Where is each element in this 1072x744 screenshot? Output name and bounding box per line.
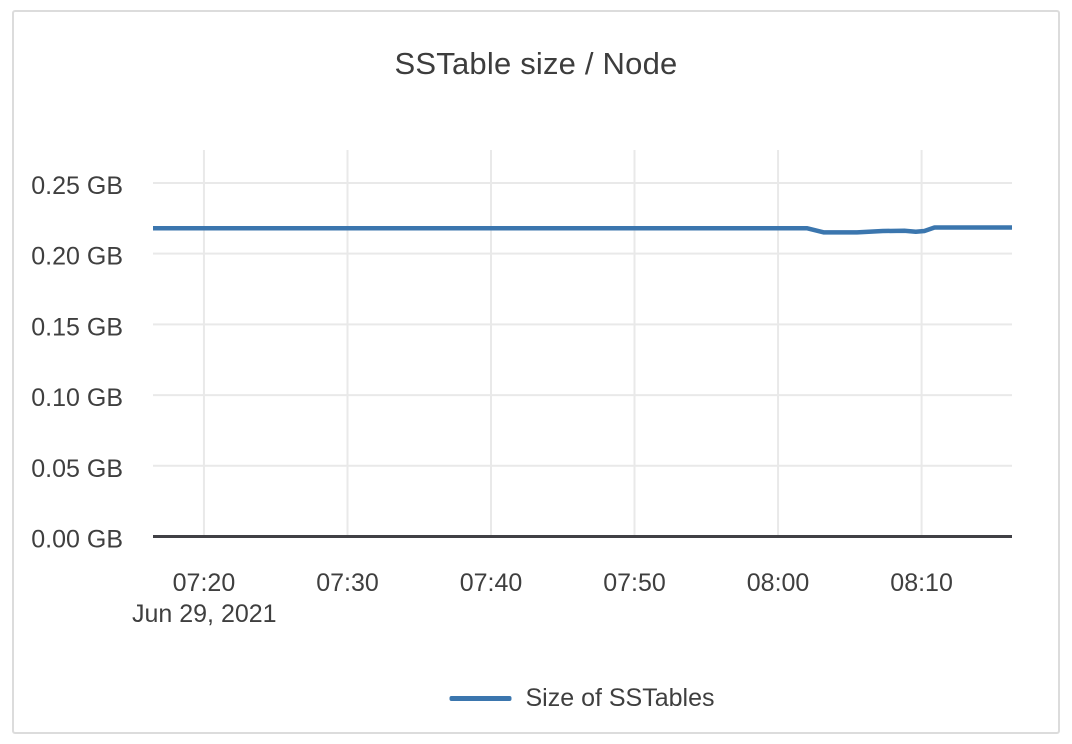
chart-title: SSTable size / Node xyxy=(394,46,678,81)
y-axis-tick-label: 0.25 GB xyxy=(31,172,123,200)
x-axis-tick-label: 07:30 xyxy=(316,569,379,597)
legend-label[interactable]: Size of SSTables xyxy=(525,684,715,712)
y-axis-tick-label: 0.00 GB xyxy=(31,526,123,554)
x-axis-tick-label: 07:20 xyxy=(173,569,236,597)
y-axis-tick-label: 0.10 GB xyxy=(31,384,123,412)
x-axis-tick-label: 07:50 xyxy=(603,569,666,597)
y-axis-tick-label: 0.15 GB xyxy=(31,313,123,341)
y-axis-tick-label: 0.20 GB xyxy=(31,243,123,271)
x-axis-tick-label: 08:10 xyxy=(890,569,953,597)
line-chart-plot-area[interactable]: 0.25 GB 0.20 GB 0.15 GB 0.10 GB 0.05 GB 0.00 … xyxy=(14,12,1058,732)
legend-line-swatch-icon[interactable] xyxy=(449,696,512,701)
legend: Size of SSTables xyxy=(449,684,715,713)
series-line[interactable] xyxy=(153,225,1012,235)
x-axis-tick-label: 07:40 xyxy=(460,569,523,597)
x-axis-date-label: Jun 29, 2021 xyxy=(132,600,277,628)
x-axis-tick-label: 08:00 xyxy=(747,569,810,597)
chart-card: SSTable size / Node 0.25 GB 0.20 GB 0.15 G… xyxy=(12,10,1060,734)
y-axis-tick-label: 0.05 GB xyxy=(31,455,123,483)
